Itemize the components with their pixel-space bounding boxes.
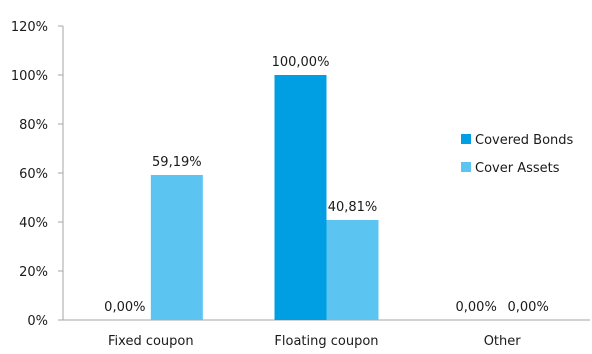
data-label: 100,00% xyxy=(272,55,330,70)
y-tick-label: 0% xyxy=(27,314,48,329)
data-label: 0,00% xyxy=(456,300,497,315)
x-tick-label: Other xyxy=(484,334,522,349)
legend-label: Covered Bonds xyxy=(475,133,574,148)
bar-group xyxy=(150,75,379,320)
bar-covered-bonds xyxy=(274,75,327,320)
x-tick-label: Fixed coupon xyxy=(108,334,194,349)
bar-cover-assets xyxy=(326,220,379,320)
legend-swatch xyxy=(461,134,471,144)
legend-label: Cover Assets xyxy=(475,161,560,176)
data-label: 40,81% xyxy=(328,200,378,215)
data-label: 0,00% xyxy=(104,300,145,315)
legend-swatch xyxy=(461,162,471,172)
bar-cover-assets xyxy=(150,174,203,320)
y-tick-label: 20% xyxy=(19,265,48,280)
y-tick-label: 80% xyxy=(19,118,48,133)
legend: Covered Bonds Cover Assets xyxy=(461,133,574,176)
data-label: 59,19% xyxy=(152,155,202,170)
data-label: 0,00% xyxy=(508,300,549,315)
y-tick-label: 40% xyxy=(19,216,48,231)
data-label-group: 0,00% 100,00% 0,00% 59,19% 40,81% 0,00% xyxy=(104,55,549,315)
x-tick-label: Floating coupon xyxy=(274,334,378,349)
y-tick-label: 100% xyxy=(11,69,48,84)
x-axis: Fixed coupon Floating coupon Other xyxy=(108,334,521,349)
y-axis: 0% 20% 40% 60% 80% 100% 120% xyxy=(11,20,63,329)
y-tick-label: 60% xyxy=(19,167,48,182)
y-tick-label: 120% xyxy=(11,20,48,35)
